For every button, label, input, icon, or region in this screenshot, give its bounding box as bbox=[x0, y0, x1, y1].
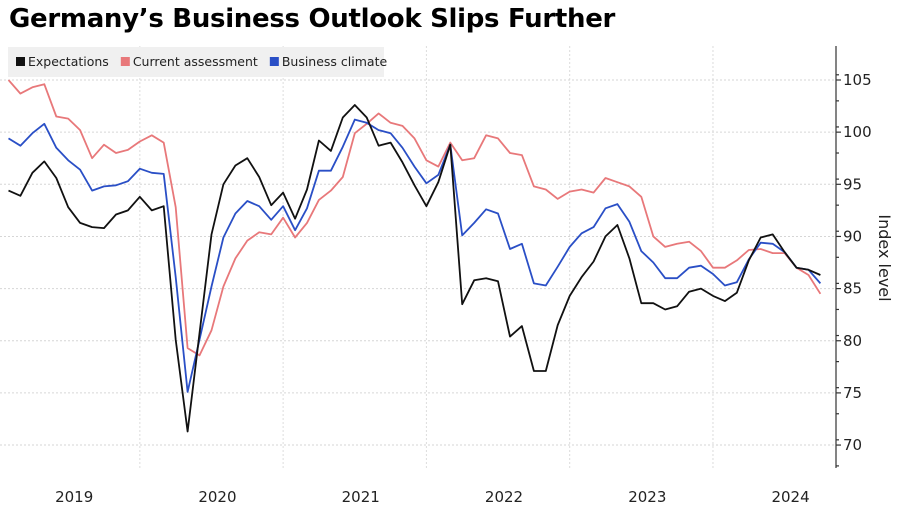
series-line-current-assessment bbox=[7, 79, 822, 357]
series-layer bbox=[7, 79, 822, 433]
x-year-label: 2020 bbox=[198, 488, 236, 506]
y-axis-label: Index level bbox=[875, 214, 894, 301]
x-year-label: 2023 bbox=[628, 488, 666, 506]
x-axis-year-labels: 2019 2020 2021 2022 2023 2024 bbox=[55, 488, 810, 506]
y-tick-label: 100 bbox=[843, 123, 872, 141]
legend-swatch bbox=[120, 57, 130, 66]
series-line-business-climate bbox=[8, 118, 822, 393]
y-tick-label: 95 bbox=[843, 175, 862, 193]
horizontal-gridlines bbox=[0, 79, 836, 446]
x-year-label: 2019 bbox=[55, 488, 93, 506]
legend: Expectations Current assessment Business c… bbox=[8, 47, 387, 77]
x-year-label: 2021 bbox=[342, 488, 380, 506]
legend-label: Business climate bbox=[282, 54, 388, 69]
x-year-label: 2022 bbox=[485, 488, 523, 506]
legend-label: Expectations bbox=[28, 54, 109, 69]
chart-title: Germany’s Business Outlook Slips Further bbox=[9, 4, 616, 34]
y-tick-label: 80 bbox=[843, 332, 862, 350]
x-year-label: 2024 bbox=[771, 488, 809, 506]
y-tick-label: 70 bbox=[843, 436, 862, 454]
y-tick-label: 105 bbox=[843, 71, 872, 89]
legend-swatch bbox=[269, 57, 279, 66]
y-tick-label: 85 bbox=[843, 280, 862, 298]
y-tick-label: 75 bbox=[843, 384, 862, 402]
y-tick-label: 90 bbox=[843, 227, 862, 245]
legend-swatch bbox=[16, 57, 25, 66]
legend-label: Current assessment bbox=[133, 54, 258, 69]
vertical-gridlines bbox=[139, 46, 714, 468]
series-line-expectations bbox=[8, 104, 821, 433]
y-axis-ticks: 70 75 80 85 90 95 100 105 bbox=[836, 71, 872, 467]
legend-background bbox=[8, 47, 384, 77]
